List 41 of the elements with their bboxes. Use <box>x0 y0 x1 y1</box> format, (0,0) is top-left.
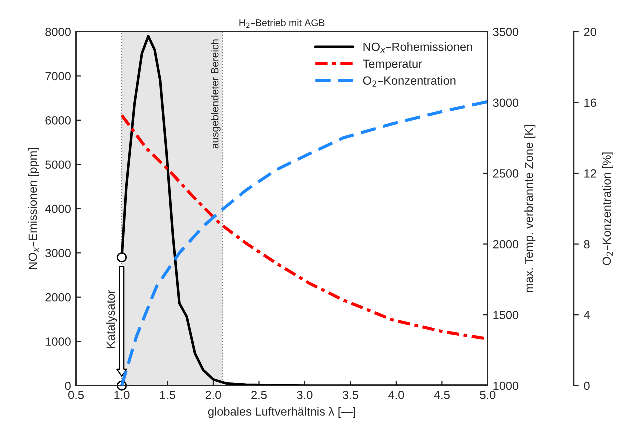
annotation: Katalysator <box>106 290 118 348</box>
y2-tick-label: 1500 <box>494 311 519 320</box>
y2-tick-label: 3000 <box>493 98 519 108</box>
y-tick-label: 2000 <box>46 293 71 302</box>
x-tick-label: 3.5 <box>342 391 358 400</box>
y-axis-title: NO$_{x}$–Emissionen [ppm] <box>28 148 40 270</box>
band-label: ausgeblendeter Bereich <box>211 40 221 149</box>
legend-label: NO$_{x}$–Rohemissionen <box>364 42 472 54</box>
y-tick-label: 3000 <box>46 249 71 258</box>
y3-tick-label: 0 <box>584 382 590 390</box>
x-tick-label: 0.5 <box>68 391 84 400</box>
y-tick-label: 8000 <box>46 28 71 36</box>
y3-tick-label: 4 <box>584 311 590 320</box>
y-tick-label: 1000 <box>46 338 71 346</box>
y3-tick-label: 16 <box>584 98 596 108</box>
x-axis-title: globales Luftverhältnis λ [—] <box>208 407 356 418</box>
x-tick-label: 4.5 <box>434 391 450 400</box>
y3-axis-title: O$_{2}$–Konzentration [%] <box>602 152 614 266</box>
x-tick-label: 3.0 <box>297 391 313 400</box>
y2-axis-title: max. Temp. verbrannte Zone [K] <box>524 126 536 292</box>
y-tick-label: 7000 <box>46 72 71 81</box>
y2-tick-label: 2000 <box>493 240 519 249</box>
y-tick-label: 4000 <box>45 204 71 214</box>
y3-tick-label: 8 <box>584 240 590 249</box>
x-tick-label: 5.0 <box>480 391 496 400</box>
x-tick-label: 1.5 <box>160 391 176 400</box>
y2-tick-label: 3500 <box>493 28 519 36</box>
x-tick-label: 4.0 <box>388 391 404 400</box>
y-tick-label: 6000 <box>46 116 71 125</box>
x-tick-label: 1.0 <box>114 391 130 400</box>
y2-tick-label: 1000 <box>494 382 519 390</box>
y3-tick-label: 20 <box>584 28 596 36</box>
y2-tick-label: 2500 <box>493 170 519 178</box>
y-tick-label: 5000 <box>46 160 71 170</box>
x-tick-label: 2.5 <box>252 391 267 400</box>
y3-tick-label: 12 <box>584 170 596 178</box>
legend-label: O$_{2}$–Konzentration <box>363 76 456 87</box>
legend-label: Temperatur <box>363 60 422 71</box>
chart-title: H$_{2}$–Betrieb mit AGB <box>240 19 325 28</box>
y-tick-label: 0 <box>65 382 71 390</box>
x-tick-label: 2.0 <box>206 391 222 400</box>
